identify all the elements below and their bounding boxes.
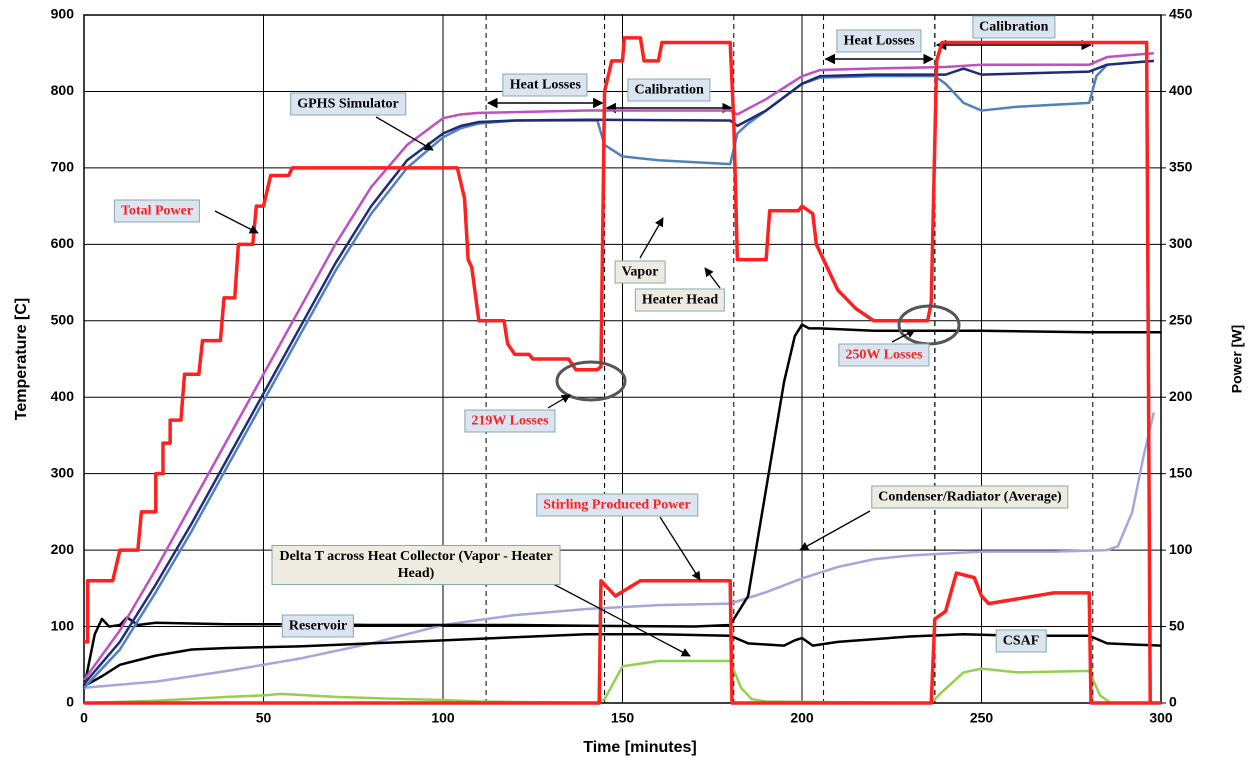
y2-tick-label: 300: [1169, 235, 1193, 251]
x-tick-label: 200: [790, 710, 814, 726]
y2-tick-label: 200: [1169, 388, 1193, 404]
series-label: GPHS Simulator: [290, 92, 406, 116]
phase-label: Calibration: [627, 78, 711, 102]
x-tick-label: 250: [970, 710, 994, 726]
y2-tick-label: 350: [1169, 159, 1193, 175]
callout-arrow: [639, 217, 664, 259]
series-line: [82, 51, 1154, 681]
y-tick-label: 500: [51, 311, 75, 327]
x-axis-title: Time [minutes]: [583, 739, 697, 756]
series-label: Total Power: [113, 199, 201, 223]
y-tick-label: 200: [51, 541, 75, 557]
series-line: [83, 659, 1161, 705]
series-label: Heater Head: [634, 288, 726, 312]
y-tick-label: 900: [51, 6, 75, 22]
x-tick-label: 300: [1149, 710, 1173, 726]
callout-arrow: [799, 510, 871, 551]
callout-arrow: [547, 394, 571, 409]
x-tick-label: 50: [256, 710, 272, 726]
series-line: [83, 412, 1156, 689]
series-line: [83, 59, 1154, 689]
y2-tick-label: 100: [1169, 541, 1193, 557]
y-tick-label: 100: [51, 617, 75, 633]
callout-arrow: [659, 516, 701, 581]
plot-border: [83, 14, 1162, 704]
y2-tick-label: 450: [1169, 6, 1193, 22]
y2-tick-label: 400: [1169, 82, 1193, 98]
y2-tick-label: 250: [1169, 311, 1193, 327]
y2-axis-title: Power [W]: [1229, 325, 1245, 393]
y-axis-title: Temperature [C]: [13, 298, 30, 420]
series-label: Reservoir: [281, 614, 355, 638]
phase-label: Heat Losses: [502, 73, 588, 97]
y2-tick-label: 50: [1169, 617, 1185, 633]
y2-tick-label: 0: [1169, 694, 1177, 710]
series-line: [84, 36, 1152, 704]
y-tick-label: 600: [51, 235, 75, 251]
y-tick-label: 800: [51, 82, 75, 98]
x-tick-label: 100: [431, 710, 455, 726]
series-label: CSAF: [995, 629, 1047, 653]
y-tick-label: 300: [51, 464, 75, 480]
callout-arrow: [891, 329, 916, 343]
phase-label: Calibration: [972, 15, 1056, 39]
y-tick-label: 400: [51, 388, 75, 404]
callout-arrow: [214, 210, 259, 234]
annotation-ellipse: [555, 360, 627, 402]
series-label: Vapor: [614, 260, 666, 284]
series-line: [84, 571, 1161, 705]
series-line: [83, 59, 1154, 685]
y2-tick-label: 150: [1169, 464, 1193, 480]
callout-arrow: [704, 267, 721, 289]
series-label: Condenser/Radiator (Average): [871, 485, 1069, 509]
annotation: 219W Losses: [464, 409, 556, 433]
callout-arrow: [375, 116, 434, 151]
annotation: 250W Losses: [838, 343, 930, 367]
y-tick-label: 700: [51, 159, 75, 175]
series-label: Delta T across Heat Collector (Vapor - H…: [271, 545, 561, 585]
callout-arrow: [539, 576, 691, 657]
series-line: [82, 323, 1161, 688]
x-tick-label: 0: [80, 710, 88, 726]
series-label: Stirling Produced Power: [536, 493, 698, 517]
x-tick-label: 150: [611, 710, 635, 726]
y-tick-label: 0: [66, 694, 74, 710]
phase-label: Heat Losses: [836, 29, 922, 53]
